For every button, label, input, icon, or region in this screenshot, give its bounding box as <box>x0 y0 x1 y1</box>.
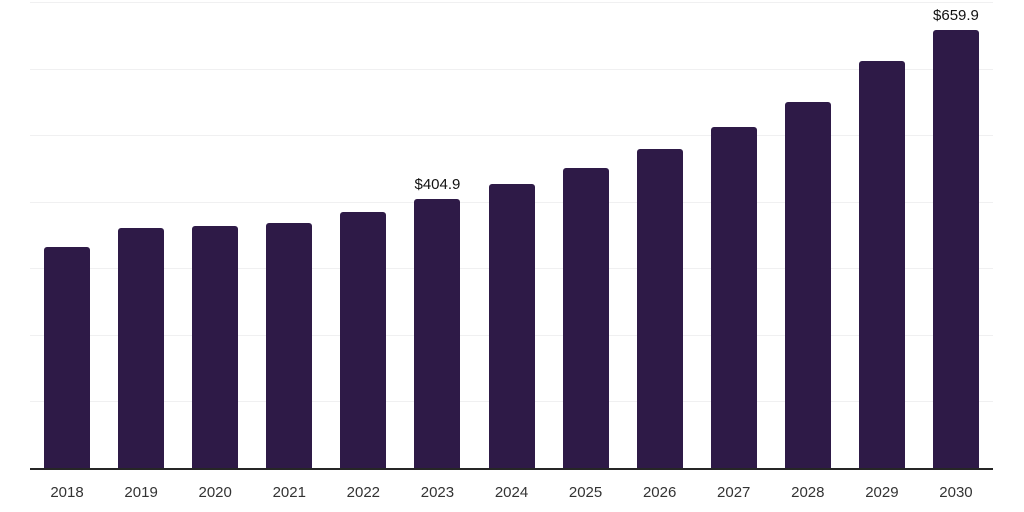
x-tick-label-2018: 2018 <box>50 484 84 501</box>
bar-2019 <box>118 228 165 469</box>
x-tick-label-2028: 2028 <box>791 484 825 501</box>
x-axis-line <box>30 468 993 470</box>
x-tick-label-2025: 2025 <box>568 484 603 501</box>
bar-2029 <box>858 60 905 469</box>
gridline-600 <box>30 68 993 70</box>
bar-2020 <box>192 226 239 469</box>
x-tick-label-2021: 2021 <box>272 484 306 501</box>
bar-value-label-2030: $659.9 <box>933 6 979 24</box>
x-tick-label-2019: 2019 <box>124 484 158 501</box>
gridline-700 <box>30 2 993 3</box>
x-tick-label-2020: 2020 <box>198 484 232 501</box>
bar-2026 <box>636 148 683 469</box>
bar-2024 <box>488 184 535 469</box>
x-tick-label-2030: 2030 <box>939 484 973 501</box>
bar-value-label-2023: $404.9 <box>414 176 461 194</box>
gridline-500 <box>30 135 993 137</box>
bar-2030 <box>932 29 979 469</box>
bar-2028 <box>784 101 831 469</box>
bar-2021 <box>266 223 313 469</box>
x-axis-labels: 2018 2019 2020 2021 2022 2023 2024 2025 2026 2027… <box>30 484 993 504</box>
bar-2023 <box>414 199 461 469</box>
plot-area: $404.9 $659.9 <box>30 2 993 469</box>
bar-2018 <box>44 247 91 469</box>
x-tick-label-2026: 2026 <box>642 484 677 501</box>
bar-2022 <box>340 212 387 469</box>
x-tick-label-2024: 2024 <box>494 484 529 501</box>
bar-2025 <box>562 167 609 469</box>
x-tick-label-2027: 2027 <box>717 484 751 501</box>
bar-2027 <box>710 126 757 469</box>
x-tick-label-2022: 2022 <box>346 484 381 501</box>
x-tick-label-2029: 2029 <box>865 484 899 501</box>
x-tick-label-2023: 2023 <box>420 484 455 501</box>
